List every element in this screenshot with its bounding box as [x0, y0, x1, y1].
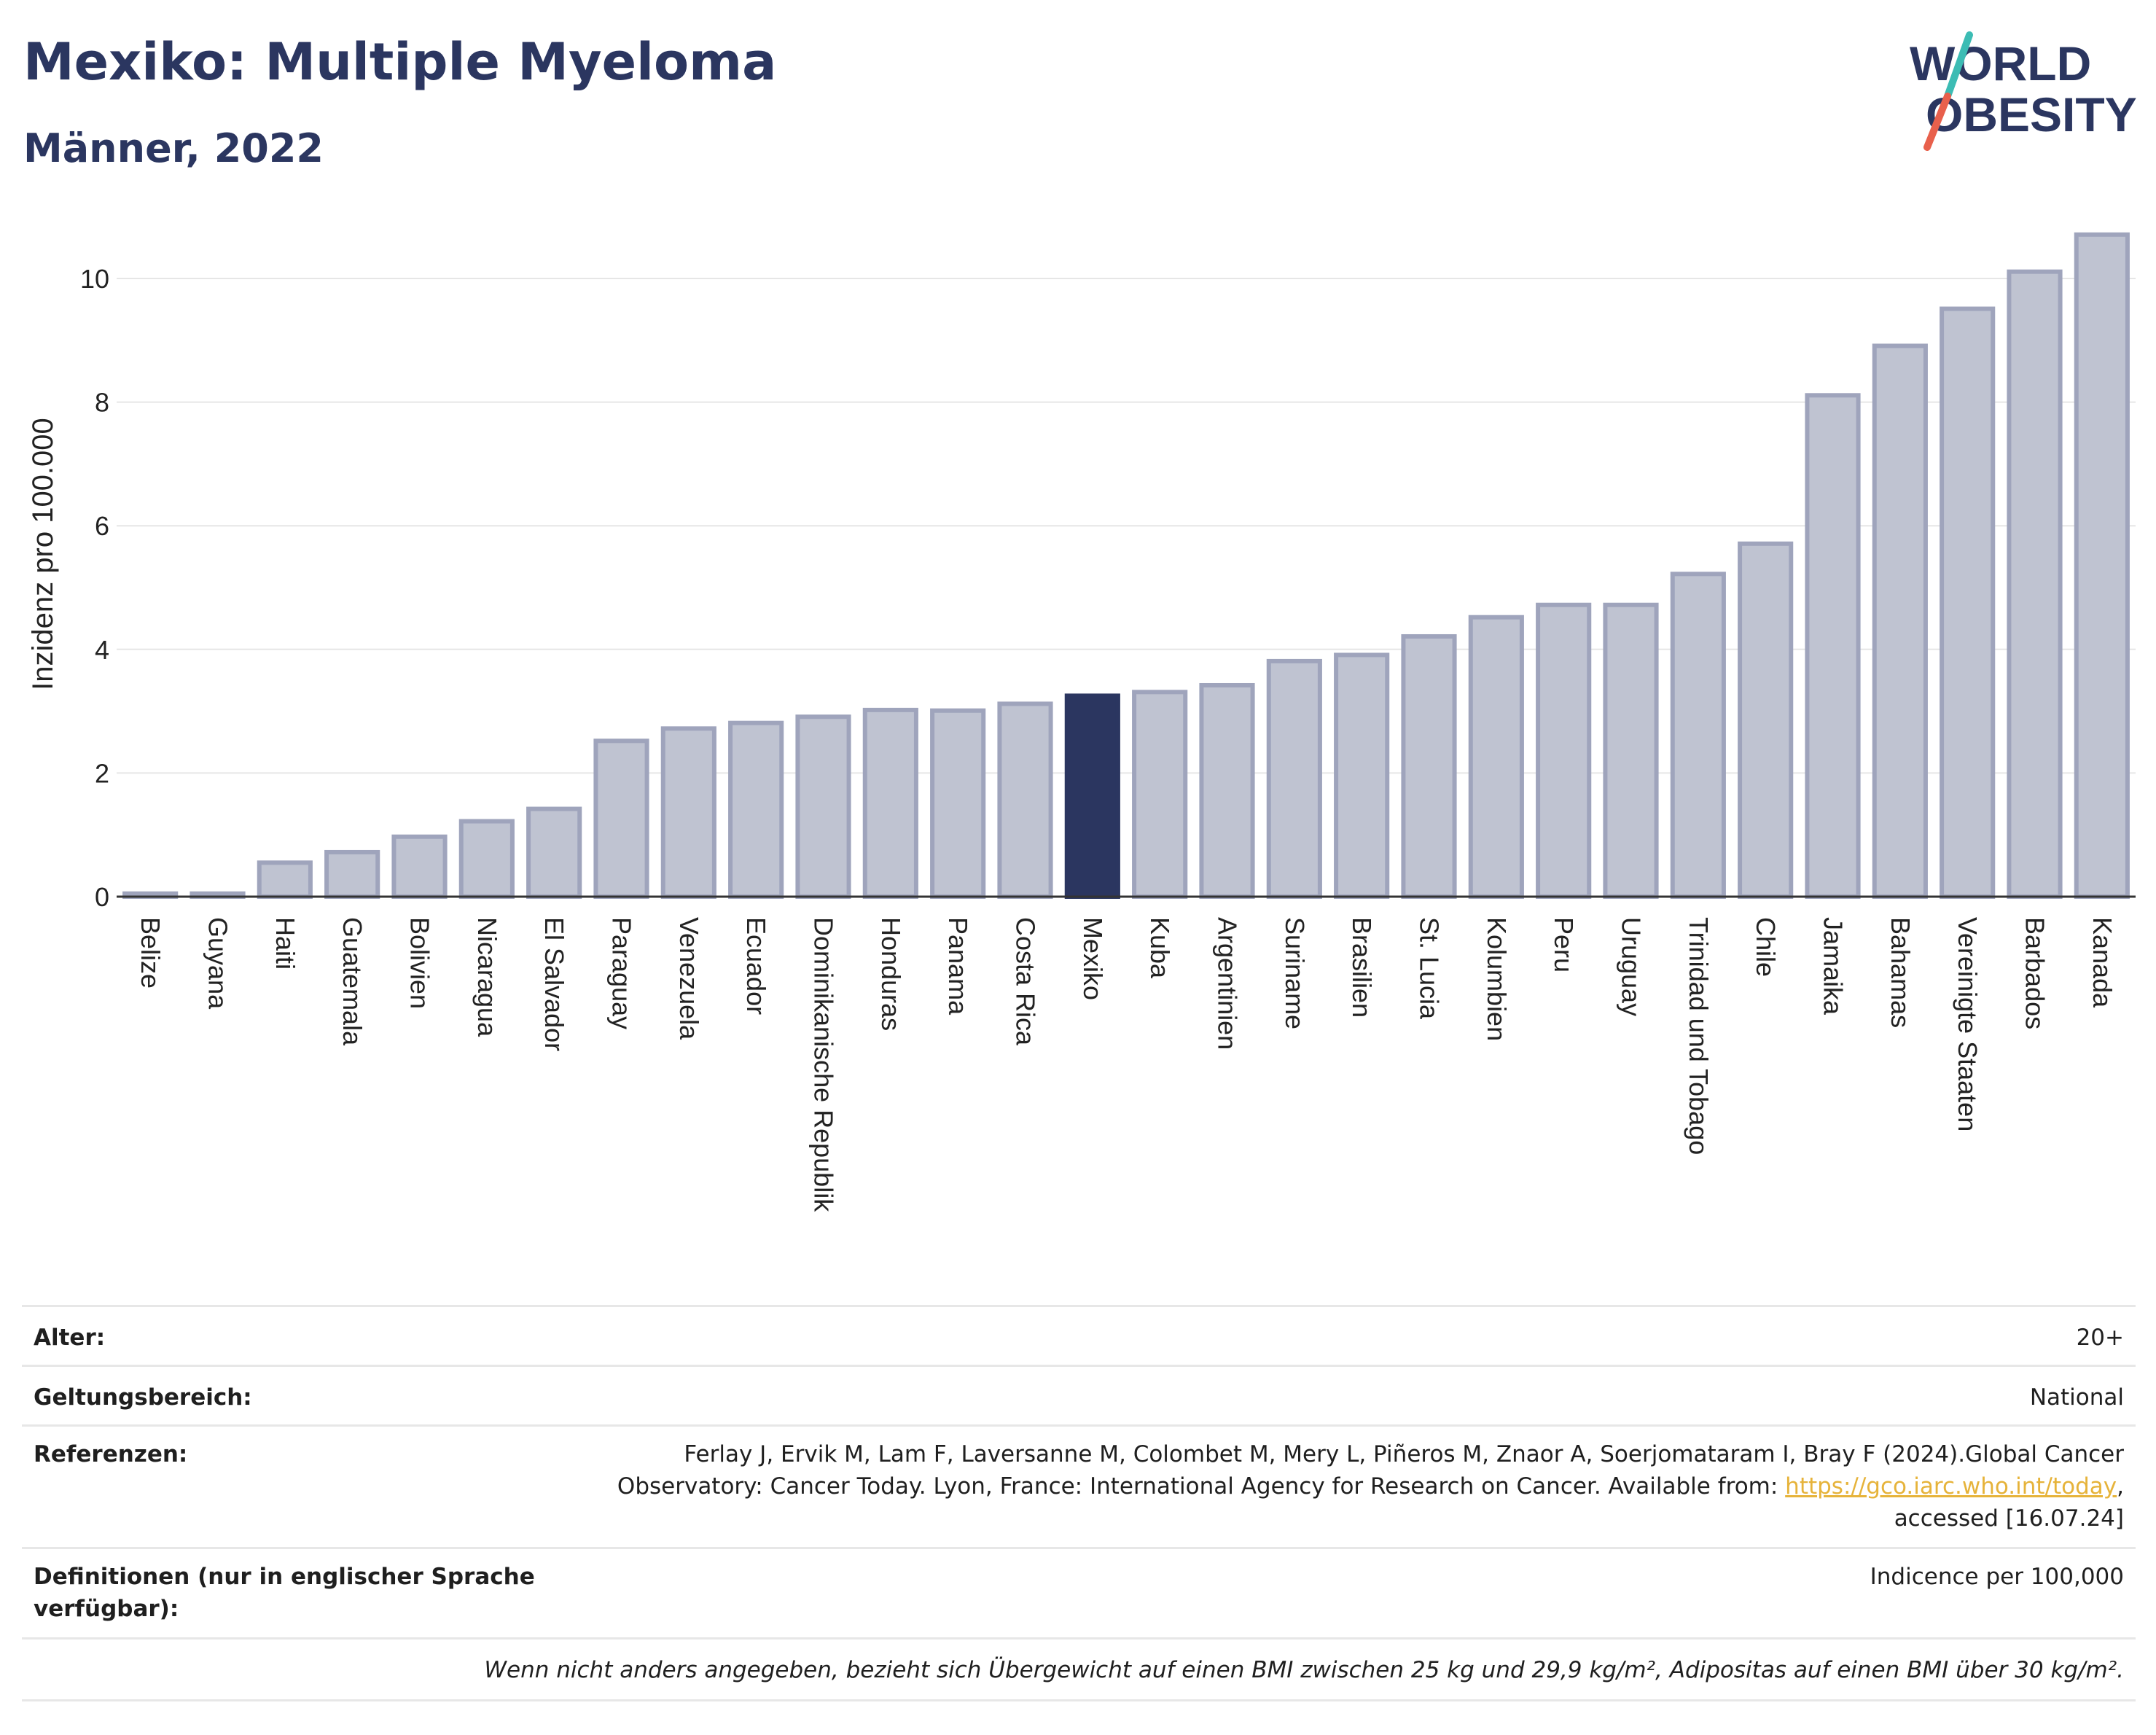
footnote: Wenn nicht anders angegeben, bezieht sic…: [484, 1657, 2124, 1683]
chart-title: Mexiko: Multiple Myeloma: [23, 32, 777, 92]
x-tick-label: Trinidad und Tobago: [1684, 917, 1714, 1155]
chart-subtitle: Männer, 2022: [23, 125, 324, 171]
meta-row-note: Wenn nicht anders angegeben, bezieht sic…: [22, 1637, 2136, 1701]
bar-chile: [1738, 541, 1794, 899]
x-tick-label: Uruguay: [1617, 917, 1647, 1016]
bar-argentinien: [1199, 682, 1255, 899]
definitions-label-line-2: verfügbar):: [34, 1596, 179, 1622]
bar-kuba: [1132, 690, 1188, 899]
x-tick-label: Venezuela: [674, 917, 704, 1040]
x-tick-label: Bolivien: [405, 917, 435, 1009]
references-line-1: Ferlay J, Ervik M, Lam F, Laversanne M, …: [684, 1441, 2124, 1467]
bar-brasilien: [1334, 652, 1390, 899]
bar-jamaika: [1805, 393, 1861, 900]
logo-slash-red: [1923, 93, 1951, 151]
bar-peru: [1536, 602, 1592, 900]
x-tick-label: Jamaika: [1819, 917, 1848, 1015]
bar-suriname: [1266, 658, 1322, 899]
y-tick-label: 10: [80, 264, 109, 294]
references-label: Referenzen:: [34, 1441, 188, 1467]
y-axis-label: Inzidenz pro 100.000: [27, 418, 59, 690]
x-tick-label: Mexiko: [1078, 917, 1108, 1000]
definitions-value: Indicence per 100,000: [1870, 1564, 2124, 1590]
y-tick-label: 6: [95, 511, 109, 541]
references-line-2: Observatory: Cancer Today. Lyon, France:…: [617, 1470, 2124, 1502]
x-tick-label: Chile: [1751, 917, 1781, 977]
bar-nicaragua: [458, 819, 515, 900]
y-tick-label: 2: [95, 758, 109, 788]
references-line-2-text: Observatory: Cancer Today. Lyon, France:…: [617, 1473, 1786, 1500]
bar-venezuela: [660, 726, 716, 899]
bar-guatemala: [324, 849, 380, 899]
bar-dominikanische-republik: [795, 714, 851, 899]
bar-panama: [930, 708, 986, 900]
x-tick-label: Argentinien: [1213, 917, 1243, 1050]
bar-uruguay: [1603, 602, 1659, 900]
bar-paraguay: [593, 738, 649, 900]
meta-row-references: Referenzen: Ferlay J, Ervik M, Lam F, La…: [22, 1424, 2136, 1549]
bar-bolivien: [391, 834, 448, 900]
scope-value: National: [2029, 1384, 2124, 1411]
age-label: Alter:: [34, 1325, 106, 1351]
y-tick-label: 0: [95, 882, 109, 912]
x-tick-label: Peru: [1549, 917, 1579, 972]
x-tick-label: Brasilien: [1347, 917, 1377, 1018]
age-value: 20+: [2076, 1325, 2124, 1351]
bar-honduras: [862, 707, 918, 899]
x-tick-label: St. Lucia: [1415, 917, 1445, 1020]
bar-bahamas: [1872, 343, 1928, 899]
x-tick-label: Vereinigte Staaten: [1953, 917, 1983, 1131]
logo-slash-teal: [1944, 31, 1973, 100]
bar-kanada: [2074, 232, 2130, 900]
bar-mexiko: [1064, 693, 1120, 900]
definitions-label-line-1: Definitionen (nur in englischer Sprache: [34, 1564, 535, 1590]
x-tick-label: Bahamas: [1886, 917, 1915, 1028]
bars: [122, 232, 2130, 900]
references-line-2-end: ,: [2117, 1473, 2124, 1500]
x-tick-label: Belize: [136, 917, 165, 989]
x-tick-label: Kanada: [2087, 917, 2117, 1008]
logo-word-world: WORLD: [1910, 36, 2091, 90]
y-tick-label: 8: [95, 388, 109, 418]
x-tick-label: Barbados: [2020, 917, 2050, 1029]
x-tick-label: Kolumbien: [1482, 917, 1512, 1041]
x-axis-labels: Belize Guyana Haiti Guatemala Bolivien Nicara…: [136, 917, 2117, 1212]
x-tick-label: Suriname: [1280, 917, 1310, 1029]
bar-el-salvador: [526, 806, 582, 899]
x-tick-label: Guyana: [203, 917, 233, 1010]
bar-haiti: [257, 860, 313, 899]
scope-label: Geltungsbereich:: [34, 1384, 252, 1411]
x-tick-label: El Salvador: [539, 917, 569, 1051]
meta-row-age: Alter: 20+: [22, 1305, 2136, 1367]
bar-chart: 0 2 4 6 8 10 Belize Guyana Haiti Guatemala Bolivi…: [27, 232, 2136, 1212]
y-tick-label: 4: [95, 635, 109, 665]
bar-vereinigte-staaten: [1940, 306, 1996, 899]
x-tick-label: Honduras: [876, 917, 906, 1031]
logo-word-obesity: OBESITY: [1926, 87, 2137, 141]
x-tick-label: Costa Rica: [1011, 917, 1041, 1046]
meta-row-scope: Geltungsbereich: National: [22, 1365, 2136, 1427]
definitions-label: Definitionen (nur in englischer Sprache …: [34, 1561, 535, 1625]
x-tick-label: Panama: [943, 917, 973, 1015]
references-link[interactable]: https://gco.iarc.who.int/today: [1785, 1473, 2117, 1500]
meta-row-definitions: Definitionen (nur in englischer Sprache …: [22, 1547, 2136, 1640]
bar-kolumbien: [1468, 615, 1524, 899]
references-line-3: accessed [16.07.24]: [1894, 1505, 2124, 1532]
y-axis-ticks: 0 2 4 6 8 10: [80, 264, 109, 912]
x-tick-label: Nicaragua: [472, 917, 502, 1037]
bar-barbados: [2007, 269, 2063, 899]
bar-costa-rica: [997, 701, 1053, 899]
world-obesity-logo: WORLD OBESITY: [1910, 31, 2137, 151]
bar-st.-lucia: [1401, 633, 1457, 899]
x-tick-label: Paraguay: [607, 917, 637, 1029]
bar-trinidad-und-tobago: [1670, 572, 1726, 899]
bar-ecuador: [728, 720, 784, 899]
x-tick-label: Haiti: [270, 917, 300, 970]
x-tick-label: Ecuador: [741, 917, 771, 1015]
x-tick-label: Dominikanische Republik: [809, 917, 839, 1212]
references-value: Ferlay J, Ervik M, Lam F, Laversanne M, …: [617, 1438, 2124, 1535]
x-tick-label: Kuba: [1145, 917, 1175, 979]
x-tick-label: Guatemala: [337, 917, 367, 1046]
